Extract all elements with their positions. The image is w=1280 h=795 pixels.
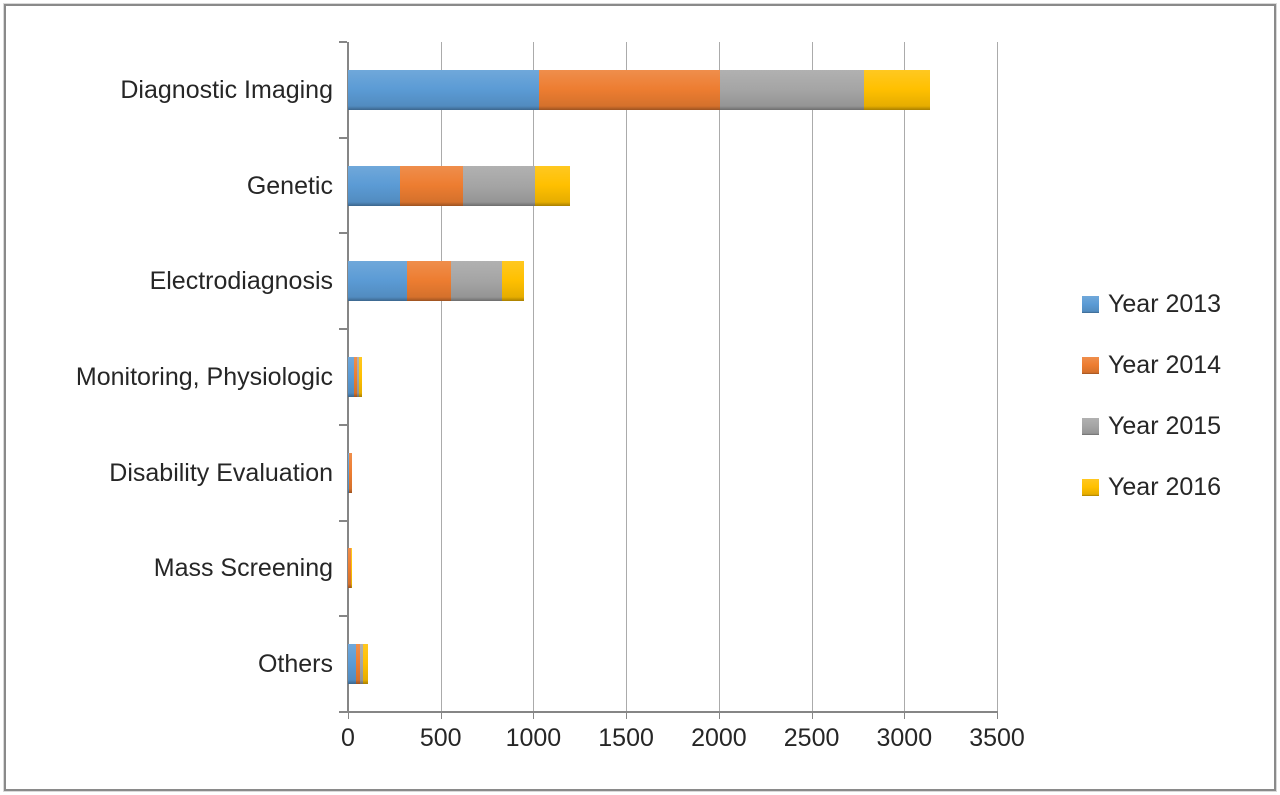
bar-segment-year-2015 xyxy=(462,165,536,206)
x-tick-label: 1500 xyxy=(598,724,654,752)
bar-segment-year-2015 xyxy=(719,69,865,110)
category-label: Diagnostic Imaging xyxy=(120,75,333,104)
gridline xyxy=(626,42,628,712)
bar-segment-year-2014 xyxy=(407,261,451,302)
bar-segment-year-2016 xyxy=(363,644,368,685)
legend-swatch xyxy=(1082,418,1099,435)
x-tick-label: 500 xyxy=(419,724,462,752)
bar-row xyxy=(348,261,525,302)
category-axis-tick xyxy=(339,519,347,522)
category-axis-tick xyxy=(339,232,347,235)
gridline xyxy=(718,42,720,712)
legend-item: Year 2014 xyxy=(1082,335,1221,396)
bar-segment-year-2013 xyxy=(348,69,539,110)
bar-row xyxy=(348,69,931,110)
bar-segment-year-2013 xyxy=(348,452,349,493)
x-tick-label: 1000 xyxy=(505,724,562,752)
bar-segment-year-2016 xyxy=(535,165,570,206)
x-axis-tick xyxy=(440,712,442,719)
category-axis-tick xyxy=(339,41,347,43)
bar-segment-year-2014 xyxy=(356,644,361,685)
legend-swatch xyxy=(1082,296,1099,313)
category-axis-tick xyxy=(339,423,347,426)
bar-row xyxy=(348,644,368,685)
legend-label: Year 2016 xyxy=(1108,473,1222,501)
bar-segment-year-2015 xyxy=(351,452,353,493)
category-label: Mass Screening xyxy=(153,554,333,583)
bar-segment-year-2015 xyxy=(450,261,502,302)
category-label: Disability Evaluation xyxy=(109,458,333,487)
legend-item: Year 2016 xyxy=(1082,457,1221,518)
gridline xyxy=(440,42,442,712)
x-axis-tick xyxy=(718,712,720,719)
legend: Year 2013 Year 2014 Year 2015 Year 2016 xyxy=(1082,274,1221,518)
bar-segment-year-2015 xyxy=(357,357,360,397)
x-axis-tick xyxy=(626,712,628,719)
category-axis-tick xyxy=(339,711,347,713)
x-tick-label: 3000 xyxy=(876,724,933,752)
x-axis-tick xyxy=(997,712,998,719)
bar-row xyxy=(348,357,363,397)
category-label: Monitoring, Physiologic xyxy=(75,363,333,391)
category-label: Electrodiagnosis xyxy=(149,267,333,296)
category-axis-tick xyxy=(339,136,347,139)
bar-segment-year-2015 xyxy=(360,644,364,685)
bar-segment-year-2016 xyxy=(351,548,352,589)
bar-segment-year-2014 xyxy=(538,69,720,110)
bar-row xyxy=(348,452,353,493)
category-axis-tick xyxy=(339,615,347,618)
gridline xyxy=(811,42,813,712)
x-axis-tick xyxy=(904,712,906,719)
category-axis-tick xyxy=(339,328,347,331)
legend-item: Year 2015 xyxy=(1082,396,1221,457)
x-axis-tick xyxy=(348,712,349,719)
x-axis-tick xyxy=(811,712,813,719)
chart-frame xyxy=(4,4,1276,791)
legend-label: Year 2013 xyxy=(1108,290,1222,318)
legend-label: Year 2014 xyxy=(1108,351,1222,379)
bar-segment-year-2014 xyxy=(348,452,352,493)
gridline xyxy=(904,42,906,712)
bar-row xyxy=(348,165,570,206)
bar-segment-year-2016 xyxy=(864,69,931,110)
gridline xyxy=(997,42,998,712)
bar-row xyxy=(348,548,352,589)
bar-segment-year-2016 xyxy=(359,357,363,397)
legend-swatch xyxy=(1082,357,1099,374)
bar-segment-year-2016 xyxy=(501,261,525,302)
legend-swatch xyxy=(1082,479,1099,496)
x-tick-label: 3500 xyxy=(969,724,1025,752)
category-label: Genetic xyxy=(246,171,333,200)
bar-segment-year-2015 xyxy=(350,548,352,589)
x-axis-tick xyxy=(533,712,535,719)
gridline xyxy=(533,42,535,712)
x-tick-label: 2000 xyxy=(691,724,747,752)
legend-item: Year 2013 xyxy=(1082,274,1221,335)
x-tick-label: 2500 xyxy=(783,724,840,752)
x-tick-label: 0 xyxy=(341,724,355,752)
legend-label: Year 2015 xyxy=(1108,412,1222,440)
bar-segment-year-2013 xyxy=(348,165,400,206)
bar-segment-year-2013 xyxy=(348,644,357,685)
bar-segment-year-2014 xyxy=(399,165,463,206)
bar-segment-year-2013 xyxy=(348,261,408,302)
category-label: Others xyxy=(257,650,333,679)
bar-segment-year-2014 xyxy=(354,357,358,397)
x-axis-line xyxy=(347,711,998,713)
bar-segment-year-2013 xyxy=(348,357,355,397)
bar-segment-year-2014 xyxy=(348,548,351,589)
